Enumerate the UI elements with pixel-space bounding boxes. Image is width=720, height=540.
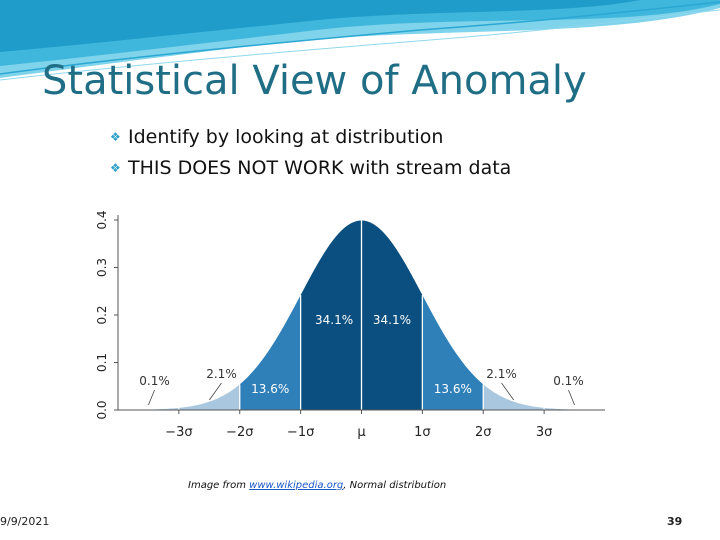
band-area bbox=[300, 220, 362, 410]
band-label: 13.6% bbox=[434, 382, 472, 396]
label-leader bbox=[501, 382, 515, 401]
bullet-text: Identify by looking at distribution bbox=[128, 126, 444, 148]
page-number: 39 bbox=[667, 515, 683, 528]
y-tick-label: 0.2 bbox=[95, 305, 109, 324]
y-tick-label: 0.1 bbox=[95, 353, 109, 372]
band-label: 13.6% bbox=[251, 382, 289, 396]
bullet-list: ❖ Identify by looking at distribution ❖ … bbox=[110, 122, 511, 184]
band-area bbox=[178, 384, 240, 410]
banner-wave-dark bbox=[0, 0, 640, 52]
image-caption: Image from www.wikipedia.org, Normal dis… bbox=[188, 480, 446, 491]
band-label: 2.1% bbox=[206, 367, 237, 381]
label-leader bbox=[568, 389, 575, 406]
bullet-text: THIS DOES NOT WORK with stream data bbox=[128, 157, 512, 179]
x-tick-label: 3σ bbox=[536, 425, 553, 440]
band-label: 2.1% bbox=[486, 367, 517, 381]
band-area bbox=[361, 220, 423, 410]
y-tick-label: 0.0 bbox=[95, 400, 109, 419]
bullet-icon: ❖ bbox=[110, 130, 121, 144]
caption-prefix: Image from bbox=[188, 480, 250, 491]
caption-suffix: , Normal distribution bbox=[343, 480, 447, 491]
label-leader bbox=[208, 382, 222, 401]
band-area bbox=[483, 384, 545, 410]
band-label: 0.1% bbox=[553, 374, 584, 388]
bullet-icon: ❖ bbox=[110, 161, 121, 175]
y-tick-label: 0.4 bbox=[95, 210, 109, 229]
caption-link[interactable]: www.wikipedia.org bbox=[249, 480, 344, 491]
bullet-item: ❖ THIS DOES NOT WORK with stream data bbox=[110, 153, 511, 184]
band-area bbox=[544, 407, 605, 410]
x-tick-label: μ bbox=[357, 425, 365, 440]
slide-date: 9/9/2021 bbox=[0, 515, 50, 528]
x-tick-label: 2σ bbox=[475, 425, 492, 440]
band-area bbox=[239, 295, 301, 410]
x-tick-label: −2σ bbox=[226, 425, 253, 440]
label-leader bbox=[148, 389, 155, 406]
banner-line bbox=[0, 1, 720, 75]
band-area bbox=[422, 295, 484, 410]
x-tick-label: −3σ bbox=[165, 425, 192, 440]
x-tick-label: −1σ bbox=[287, 425, 314, 440]
normal-distribution-chart: 0.0 0.1 0.2 0.3 0.4 −3σ −2σ −1σ μ 1σ 2σ 3σ 0.1% 2.1% 1… bbox=[95, 210, 605, 440]
band-area bbox=[118, 407, 179, 410]
y-tick-label: 0.3 bbox=[95, 258, 109, 277]
band-label: 34.1% bbox=[315, 313, 353, 327]
x-tick-label: 1σ bbox=[414, 425, 431, 440]
header-banner bbox=[0, 0, 720, 81]
band-label: 34.1% bbox=[373, 313, 411, 327]
banner-line-2 bbox=[0, 9, 720, 81]
slide-title: Statistical View of Anomaly bbox=[42, 58, 587, 104]
band-label: 0.1% bbox=[139, 374, 170, 388]
bullet-item: ❖ Identify by looking at distribution bbox=[110, 122, 511, 153]
